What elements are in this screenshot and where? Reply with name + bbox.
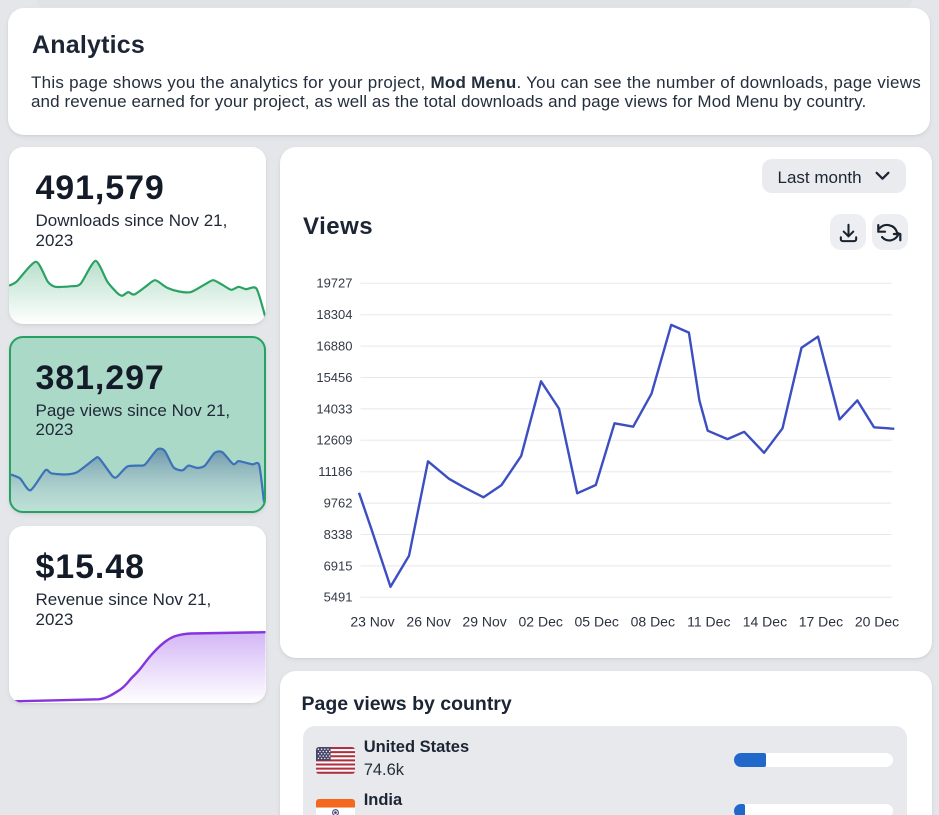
svg-text:26 Nov: 26 Nov — [406, 613, 450, 629]
svg-text:17 Dec: 17 Dec — [798, 613, 842, 629]
svg-text:6915: 6915 — [323, 558, 352, 573]
svg-text:9762: 9762 — [323, 495, 352, 510]
svg-text:14 Dec: 14 Dec — [742, 613, 786, 629]
svg-text:14033: 14033 — [316, 401, 352, 416]
svg-text:11 Dec: 11 Dec — [687, 613, 730, 629]
svg-text:12609: 12609 — [316, 432, 352, 447]
svg-text:5491: 5491 — [323, 589, 352, 604]
svg-text:08 Dec: 08 Dec — [630, 613, 674, 629]
svg-text:23 Nov: 23 Nov — [350, 613, 394, 629]
svg-text:18304: 18304 — [316, 307, 352, 322]
svg-text:02 Dec: 02 Dec — [518, 613, 562, 629]
svg-text:20 Dec: 20 Dec — [854, 613, 898, 629]
svg-text:29 Nov: 29 Nov — [462, 613, 506, 629]
svg-text:19727: 19727 — [316, 275, 352, 290]
svg-text:15456: 15456 — [316, 370, 352, 385]
svg-text:8338: 8338 — [323, 527, 352, 542]
svg-text:16880: 16880 — [316, 338, 352, 353]
svg-text:11186: 11186 — [318, 464, 352, 479]
svg-text:05 Dec: 05 Dec — [574, 613, 618, 629]
